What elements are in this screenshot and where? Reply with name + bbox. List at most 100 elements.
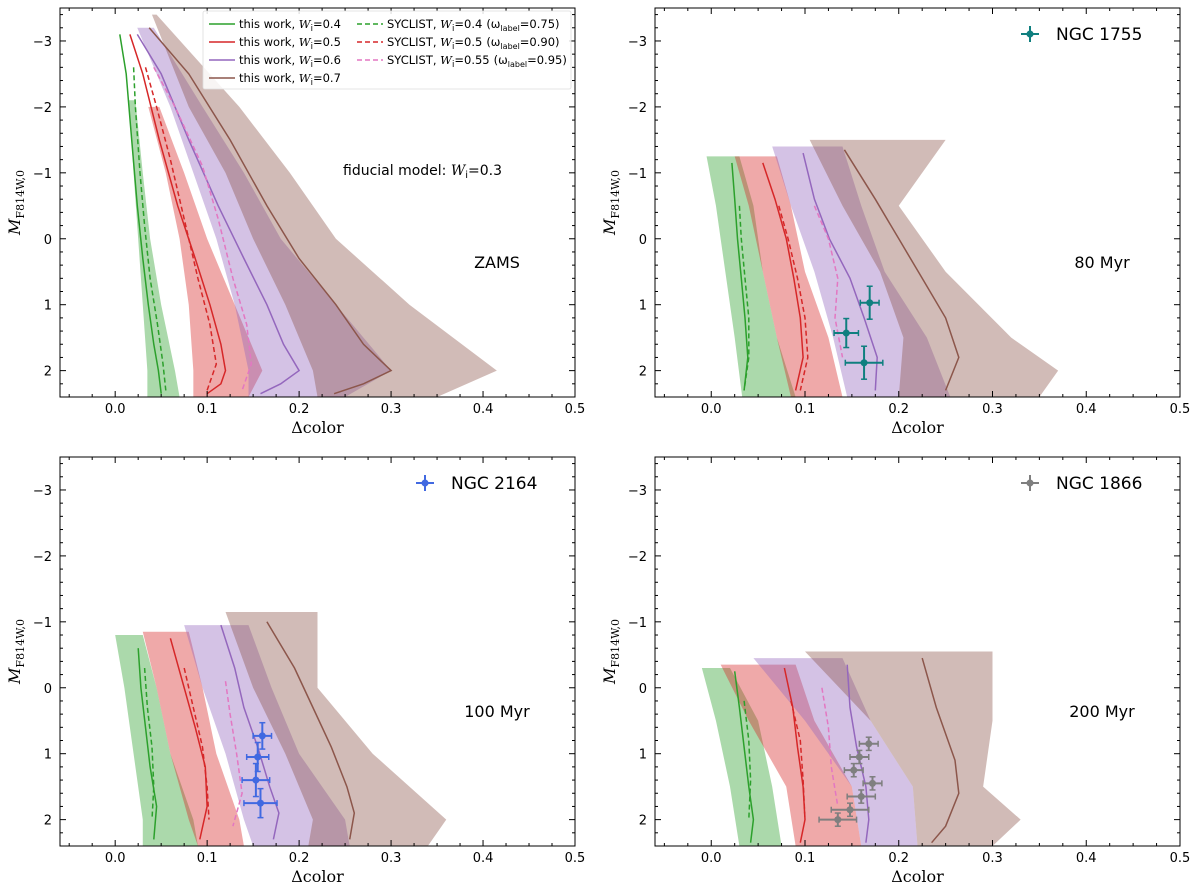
- model-line-2: [169, 638, 208, 840]
- model-line-3: [802, 152, 878, 391]
- plot-area: [115, 611, 447, 846]
- legend-marker: [1026, 30, 1034, 38]
- y-tick-label: −2: [33, 550, 52, 565]
- legend-label-5: SYCLIST, Wi=0.4 (ωlabel=0.75): [387, 17, 560, 34]
- legend-param-value: =0.7: [313, 71, 341, 85]
- x-tick-label: 0.3: [982, 402, 1003, 417]
- legend-box: [202, 10, 572, 90]
- y-axis-title: MF814W,0: [5, 170, 27, 236]
- cluster-name: NGC 2164: [451, 474, 537, 494]
- syclist-line-6: [778, 205, 809, 391]
- legend-marker: [1026, 479, 1034, 487]
- x-tick-label: 0.2: [888, 402, 909, 417]
- legend-extra-value: =0.95): [527, 53, 567, 67]
- uncertainty-band-1: [128, 100, 180, 397]
- y-tick-label: 0: [639, 682, 647, 697]
- plot-area: [119, 14, 497, 397]
- y-tick-label: −2: [628, 101, 647, 116]
- legend-extra-sub: label: [500, 42, 519, 51]
- syclist-line-5: [738, 205, 750, 391]
- x-axis-title: Δcolor: [291, 418, 344, 437]
- x-axis-title: Δcolor: [291, 867, 344, 886]
- y-tick-label: 1: [44, 299, 52, 314]
- y-axis-subscript: F814W,0: [609, 170, 622, 219]
- uncertainty-band-2: [720, 664, 862, 846]
- uncertainty-band-1: [701, 667, 782, 846]
- y-tick-label: −2: [33, 101, 52, 116]
- x-tick-label: 0.5: [1170, 402, 1191, 417]
- x-tick-label: 0.1: [795, 851, 816, 866]
- legend-param: W: [299, 53, 312, 67]
- x-tick-label: 0.5: [1170, 851, 1191, 866]
- syclist-line-7: [821, 687, 839, 807]
- panel-age-label: 200 Myr: [1069, 702, 1135, 721]
- legend-param-value: =0.55: [454, 53, 489, 67]
- y-tick-label: −1: [628, 616, 647, 631]
- legend-param-sub: i: [311, 60, 313, 70]
- x-tick-label: 0.4: [1076, 851, 1097, 866]
- legend-label-name: this work,: [239, 71, 299, 85]
- y-tick-label: 0: [639, 233, 647, 248]
- syclist-line-6: [144, 67, 218, 391]
- legend-extra: (ω: [486, 17, 500, 31]
- syclist-line-7: [813, 205, 844, 358]
- x-tick-label: 0.4: [1076, 402, 1097, 417]
- y-axis-title: MF814W,0: [5, 619, 27, 685]
- legend-label-6: SYCLIST, Wi=0.5 (ωlabel=0.90): [387, 35, 560, 52]
- x-tick-label: 0.2: [289, 402, 310, 417]
- syclist-line-5: [743, 700, 752, 820]
- uncertainty-band-4: [805, 651, 1021, 846]
- cluster-legend: NGC 2164: [416, 474, 537, 494]
- y-axis-subscript: F814W,0: [609, 619, 622, 668]
- uncertainty-band-1: [706, 156, 796, 397]
- model-line-1: [731, 162, 749, 391]
- uncertainty-band-4: [809, 139, 1059, 397]
- panel-1: 0.0 0.1 0.2 0.3 0.4 0.5 −3 −2 −1 0 1 2 Δcolor MF814W,…: [5, 7, 585, 437]
- observed-point-5: [846, 789, 877, 804]
- x-tick-label: 0.0: [105, 402, 126, 417]
- y-axis-subscript: F814W,0: [14, 619, 27, 668]
- y-tick-label: −1: [33, 616, 52, 631]
- syclist-line-7: [224, 681, 243, 827]
- y-tick-label: 1: [44, 748, 52, 763]
- x-tick-label: 0.0: [701, 402, 722, 417]
- y-tick-label: −1: [33, 167, 52, 182]
- x-tick-label: 0.3: [982, 851, 1003, 866]
- legend-param-value: =0.5: [313, 35, 341, 49]
- legend-extra: (ω: [494, 53, 508, 67]
- model-line-2: [129, 34, 227, 395]
- x-tick-label: 0.3: [381, 402, 402, 417]
- legend-param-sub: i: [311, 42, 313, 52]
- point-marker: [842, 329, 850, 337]
- x-tick-label: 0.3: [381, 851, 402, 866]
- legend-param: W: [440, 53, 453, 67]
- point-marker: [857, 793, 865, 801]
- legend-param-sub: i: [452, 60, 454, 70]
- y-tick-label: 1: [639, 299, 647, 314]
- axes-frame: [654, 456, 1181, 847]
- x-tick-label: 0.0: [105, 851, 126, 866]
- panel-2: 0.0 0.1 0.2 0.3 0.4 0.5 −3 −2 −1 0 1 2 Δcolor MF814W,…: [600, 7, 1191, 437]
- observed-point-7: [818, 812, 858, 827]
- legend-param-sub: i: [452, 24, 454, 34]
- plot-area: [701, 651, 1021, 846]
- point-marker: [860, 359, 868, 367]
- legend-param-value: =0.5: [454, 35, 482, 49]
- x-axis-title: Δcolor: [891, 418, 944, 437]
- cluster-legend: NGC 1755: [1021, 25, 1142, 45]
- axes-frame: [59, 456, 576, 847]
- legend-marker: [421, 479, 429, 487]
- y-tick-label: 2: [639, 814, 647, 829]
- uncertainty-band-1: [115, 635, 198, 846]
- legend-param: W: [299, 71, 312, 85]
- y-axis-title: MF814W,0: [600, 619, 622, 685]
- legend-param: W: [440, 35, 453, 49]
- legend-extra-sub: label: [500, 24, 519, 33]
- cluster-legend: NGC 1866: [1021, 474, 1142, 494]
- observed-point-2: [849, 749, 870, 765]
- model-line-1: [137, 648, 158, 840]
- point-marker: [846, 806, 854, 814]
- panel-3: 0.0 0.1 0.2 0.3 0.4 0.5 −3 −2 −1 0 1 2 Δcolor MF814W,…: [5, 456, 585, 886]
- observed-point-1: [859, 285, 880, 320]
- y-axis-symbol: M: [5, 218, 24, 236]
